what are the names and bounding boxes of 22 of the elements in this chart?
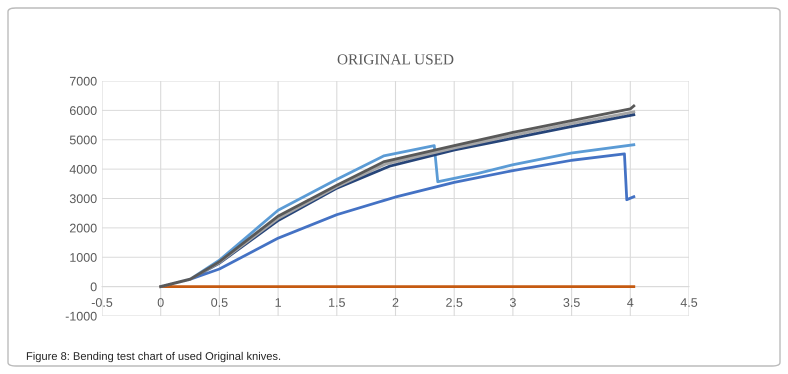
x-tick-label: 0 <box>158 298 164 307</box>
x-tick-label: -0.5 <box>92 298 112 307</box>
x-tick-label: 2 <box>392 298 398 307</box>
y-tick-label: 3000 <box>70 194 97 204</box>
x-tick-label: 0.5 <box>211 298 228 307</box>
caption: Figure 8: Bending test chart of used Original knives. <box>26 352 280 362</box>
x-tick-label: 3.5 <box>563 298 580 307</box>
x-tick-label: 1 <box>276 298 281 307</box>
y-tick-label: 4000 <box>70 164 97 174</box>
x-tick-label: 4 <box>627 298 634 307</box>
y-tick-label: 7000 <box>70 76 97 86</box>
chart-title: ORIGINAL USED <box>338 54 454 64</box>
x-tick-label: 4.5 <box>680 298 698 307</box>
x-tick-label: 3 <box>510 298 516 307</box>
x-tick-label: 2.5 <box>446 298 462 307</box>
y-tick-label: -1000 <box>66 312 97 321</box>
y-tick-label: 5000 <box>70 136 97 144</box>
x-tick-label: 1.5 <box>329 298 345 307</box>
y-tick-label: 1000 <box>70 253 97 262</box>
y-tick-label: 6000 <box>70 106 97 116</box>
y-tick-label: 0 <box>90 282 97 292</box>
y-tick-label: 2000 <box>70 224 97 233</box>
